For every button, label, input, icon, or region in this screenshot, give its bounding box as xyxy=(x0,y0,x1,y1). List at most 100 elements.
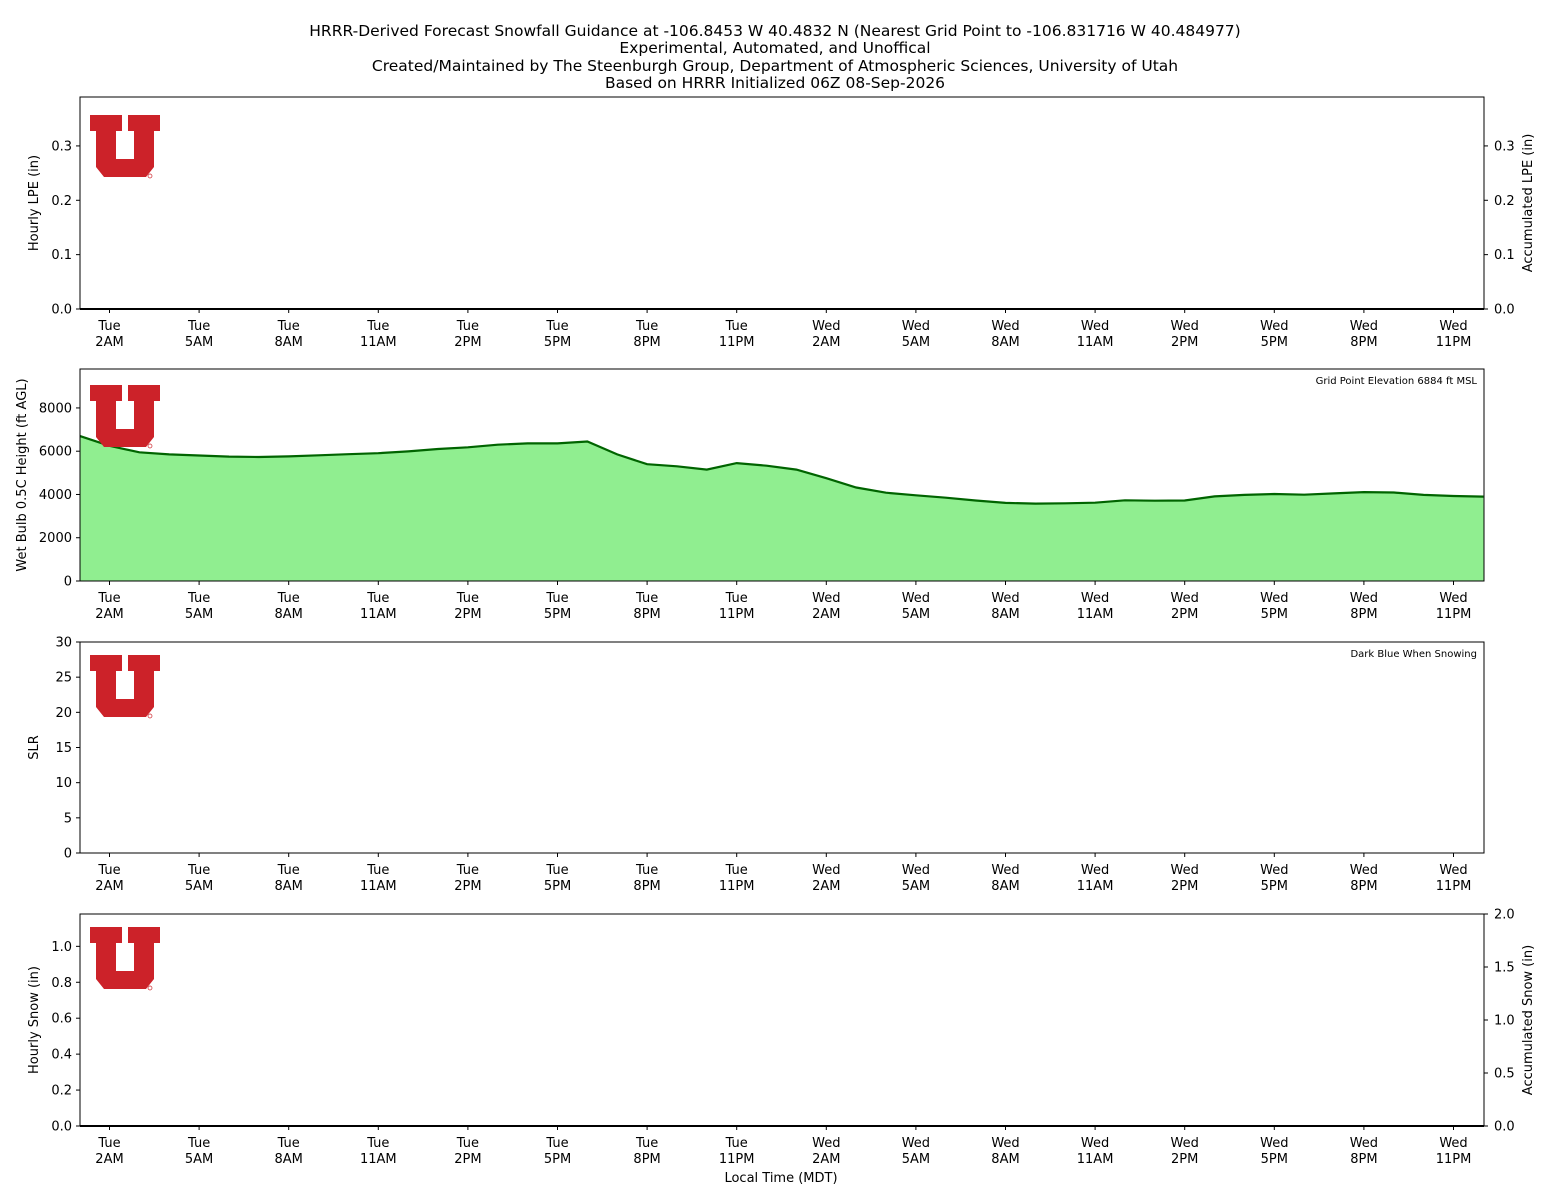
x-tick-time-label: 2PM xyxy=(454,1152,481,1167)
x-tick-time-label: 11AM xyxy=(360,879,397,894)
plot-frame xyxy=(79,96,1485,310)
x-tick-time-label: 5PM xyxy=(544,335,571,350)
x-tick-day-label: Tue xyxy=(635,591,658,606)
chart-title: HRRR-Derived Forecast Snowfall Guidance … xyxy=(309,22,1240,92)
plot-frame xyxy=(79,641,1485,854)
x-tick-day-label: Wed xyxy=(1171,863,1199,878)
y-tick-label: 2000 xyxy=(39,531,72,546)
y2-tick-label: 0.2 xyxy=(1494,194,1515,209)
x-tick-time-label: 2AM xyxy=(95,607,123,622)
x-tick-time-label: 5AM xyxy=(902,879,930,894)
x-tick-day-label: Tue xyxy=(366,591,389,606)
x-tick-day-label: Wed xyxy=(812,319,840,334)
x-tick-time-label: 8AM xyxy=(991,335,1019,350)
x-tick-time-label: 2AM xyxy=(812,879,840,894)
x-tick-day-label: Wed xyxy=(1439,319,1467,334)
wet-bulb-area xyxy=(80,436,1484,581)
registered-mark-icon xyxy=(147,443,153,449)
x-tick-time-label: 8PM xyxy=(633,335,660,350)
x-tick-day-label: Wed xyxy=(812,591,840,606)
y2-axis-label: Accumulated Snow (in) xyxy=(1521,945,1536,1095)
x-tick-time-label: 5AM xyxy=(185,335,213,350)
x-tick-time-label: 5AM xyxy=(185,1152,213,1167)
x-tick-time-label: 11PM xyxy=(719,1152,755,1167)
x-tick-day-label: Wed xyxy=(1171,1136,1199,1151)
y-axis-label: SLR xyxy=(27,735,42,760)
y-tick-label: 10 xyxy=(55,776,72,791)
x-tick-time-label: 11PM xyxy=(1436,1152,1472,1167)
x-tick-time-label: 11AM xyxy=(1077,1152,1114,1167)
registered-mark-icon xyxy=(147,173,153,179)
x-tick-day-label: Tue xyxy=(725,1136,748,1151)
x-tick-day-label: Tue xyxy=(545,1136,568,1151)
x-tick-time-label: 5AM xyxy=(902,335,930,350)
utah-u-shape-icon xyxy=(90,655,160,717)
x-tick-time-label: 11AM xyxy=(360,335,397,350)
y-tick-label: 5 xyxy=(64,811,72,826)
x-tick-time-label: 5PM xyxy=(544,607,571,622)
x-tick-day-label: Wed xyxy=(1439,1136,1467,1151)
university-of-utah-logo-4 xyxy=(90,927,160,991)
x-tick-time-label: 8AM xyxy=(275,879,303,894)
y-tick-label: 30 xyxy=(55,636,72,651)
x-tick-day-label: Wed xyxy=(1439,863,1467,878)
x-tick-day-label: Wed xyxy=(991,591,1019,606)
x-tick-time-label: 11AM xyxy=(1077,879,1114,894)
x-tick-time-label: 11PM xyxy=(1436,335,1472,350)
x-tick-time-label: 2PM xyxy=(454,335,481,350)
y-tick-label: 0 xyxy=(64,575,72,590)
university-of-utah-logo-3 xyxy=(90,655,160,719)
x-tick-time-label: 2AM xyxy=(95,879,123,894)
x-tick-day-label: Wed xyxy=(1439,591,1467,606)
x-tick-day-label: Tue xyxy=(277,1136,300,1151)
x-tick-day-label: Wed xyxy=(902,591,930,606)
panel-3: 0 5 10 15 20 25 30 SLR Dark Blue When Snowing Tue… xyxy=(27,636,1485,894)
y-tick-label: 8000 xyxy=(39,401,72,416)
x-tick-time-label: 2AM xyxy=(812,1152,840,1167)
x-tick-day-label: Wed xyxy=(1350,863,1378,878)
x-tick-day-label: Wed xyxy=(1350,591,1378,606)
y-tick-label: 0.2 xyxy=(51,1084,72,1099)
x-tick-time-label: 8AM xyxy=(991,879,1019,894)
x-tick-time-label: 2AM xyxy=(812,335,840,350)
x-tick-time-label: 11PM xyxy=(719,607,755,622)
x-tick-time-label: 5PM xyxy=(1261,335,1288,350)
x-tick-time-label: 2PM xyxy=(454,879,481,894)
panel-annotation: Grid Point Elevation 6884 ft MSL xyxy=(1316,376,1478,387)
x-tick-day-label: Wed xyxy=(1081,1136,1109,1151)
x-tick-time-label: 8PM xyxy=(633,879,660,894)
x-tick-time-label: 11AM xyxy=(360,1152,397,1167)
y-tick-label: 0.4 xyxy=(51,1048,72,1063)
y-tick-label: 0 xyxy=(64,847,72,862)
y-tick-label: 0.8 xyxy=(51,976,72,991)
university-of-utah-logo-2 xyxy=(90,385,160,449)
x-tick-day-label: Wed xyxy=(1260,863,1288,878)
x-tick-day-label: Tue xyxy=(277,319,300,334)
x-tick-time-label: 11PM xyxy=(719,879,755,894)
x-tick-time-label: 11PM xyxy=(1436,879,1472,894)
x-tick-day-label: Wed xyxy=(902,863,930,878)
x-tick-time-label: 8AM xyxy=(991,1152,1019,1167)
y2-tick-label: 0.0 xyxy=(1494,303,1515,318)
x-tick-day-label: Tue xyxy=(635,319,658,334)
title-line-4: Based on HRRR Initialized 06Z 08-Sep-202… xyxy=(605,74,945,92)
x-tick-day-label: Wed xyxy=(1350,319,1378,334)
x-tick-time-label: 8PM xyxy=(633,607,660,622)
x-tick-time-label: 8PM xyxy=(1350,335,1377,350)
x-tick-time-label: 5PM xyxy=(1261,879,1288,894)
x-tick-day-label: Tue xyxy=(545,863,568,878)
panel-2: 0 2000 4000 6000 8000 Wet Bulb 0.5C Height (f… xyxy=(15,368,1485,622)
x-tick-day-label: Wed xyxy=(1081,319,1109,334)
y-tick-label: 0.1 xyxy=(51,248,72,263)
x-tick-day-label: Wed xyxy=(991,1136,1019,1151)
x-tick-day-label: Wed xyxy=(1171,319,1199,334)
x-tick-time-label: 5AM xyxy=(185,879,213,894)
x-tick-time-label: 5PM xyxy=(544,1152,571,1167)
x-tick-time-label: 2AM xyxy=(812,607,840,622)
x-tick-day-label: Tue xyxy=(366,863,389,878)
plot-frame xyxy=(79,913,1485,1127)
x-tick-time-label: 2AM xyxy=(95,1152,123,1167)
x-tick-time-label: 8PM xyxy=(1350,1152,1377,1167)
y-tick-label: 4000 xyxy=(39,488,72,503)
